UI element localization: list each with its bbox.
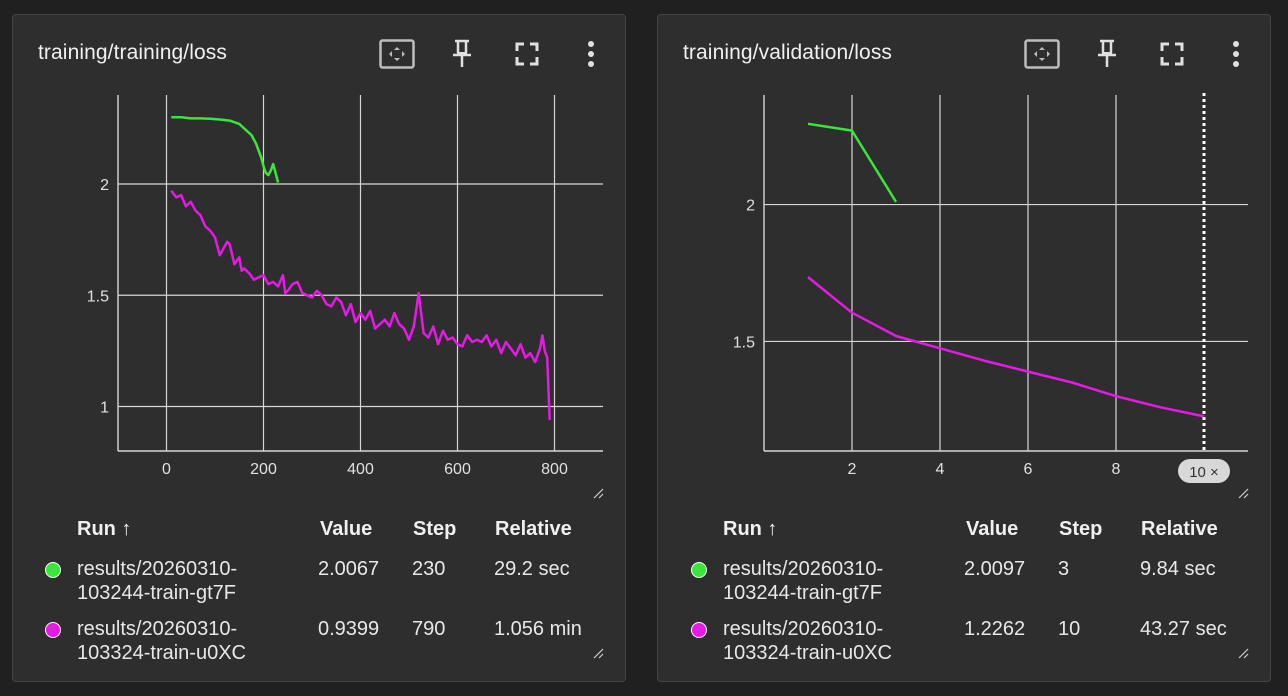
x-tick-label: 8	[1112, 461, 1121, 478]
run-name: results/20260310- 103244-train-gt7F	[77, 557, 297, 605]
run-name-line: results/20260310-	[77, 558, 238, 580]
run-value: 2.0067	[318, 558, 380, 580]
x-tick-label: 400	[347, 461, 374, 478]
fullscreen-icon	[1160, 42, 1184, 66]
fit-domain-button[interactable]	[379, 39, 415, 69]
pin-icon	[1098, 39, 1116, 67]
value-column-header: Value	[320, 518, 373, 540]
value-column-header: Value	[966, 518, 1019, 540]
card-title: training/training/loss	[38, 41, 227, 64]
fullscreen-button[interactable]	[1154, 39, 1190, 69]
cursor-badge	[1178, 459, 1230, 483]
relative-column-header: Relative	[1141, 518, 1218, 540]
run-column-header[interactable]: Run ↑	[77, 518, 132, 540]
series-color-dot	[691, 622, 707, 638]
more-vertical-icon	[588, 41, 594, 67]
run-name-line: 103244-train-gt7F	[77, 582, 236, 604]
pin-button[interactable]	[444, 39, 480, 69]
run-column-header[interactable]: Run ↑	[723, 518, 778, 540]
fullscreen-icon	[515, 42, 539, 66]
more-vertical-icon	[1233, 41, 1239, 67]
run-value: 2.0097	[964, 558, 1026, 580]
series-line	[807, 122, 898, 203]
x-tick-label: 4	[936, 461, 945, 478]
run-relative: 1.056 min	[494, 618, 582, 640]
more-options-button[interactable]	[1218, 39, 1254, 69]
run-step: 10	[1058, 618, 1081, 640]
run-name: results/20260310- 103324-train-u0XC	[723, 617, 943, 665]
resize-handle-icon[interactable]	[1237, 647, 1249, 659]
run-value: 0.9399	[318, 618, 380, 640]
series-line	[807, 276, 1205, 418]
step-column-header: Step	[413, 518, 457, 540]
run-name: results/20260310- 103324-train-u0XC	[77, 617, 297, 665]
fit-domain-icon	[379, 39, 415, 69]
x-tick-label: 0	[162, 461, 171, 478]
series-color-dot	[45, 562, 61, 578]
y-tick-label: 1	[100, 400, 109, 417]
pin-button[interactable]	[1089, 39, 1125, 69]
validation-loss-card: training/validation/loss 2 4 6 8 1.5 2 10 × Ru…	[657, 14, 1271, 682]
fit-domain-button[interactable]	[1024, 39, 1060, 69]
legend-table: Run ↑ Value Step Relative results/202603…	[658, 505, 1272, 675]
run-name-line: results/20260310-	[77, 618, 238, 640]
run-relative: 9.84 sec	[1140, 558, 1216, 580]
x-tick-label: 6	[1024, 461, 1033, 478]
pin-icon	[453, 39, 471, 67]
resize-handle-icon[interactable]	[592, 647, 604, 659]
card-title: training/validation/loss	[683, 41, 893, 64]
y-tick-label: 1.5	[87, 288, 109, 305]
fit-domain-icon	[1024, 39, 1060, 69]
run-step: 790	[412, 618, 446, 640]
series-line	[170, 189, 551, 420]
legend-table: Run ↑ Value Step Relative results/202603…	[13, 505, 627, 675]
run-step: 3	[1058, 558, 1070, 580]
more-options-button[interactable]	[573, 39, 609, 69]
run-step: 230	[412, 558, 446, 580]
cursor-label: 10 ×	[1189, 464, 1219, 481]
run-name-line: results/20260310-	[723, 558, 884, 580]
resize-handle-icon[interactable]	[1237, 487, 1249, 499]
relative-column-header: Relative	[495, 518, 572, 540]
series-line	[171, 116, 280, 183]
validation-loss-chart[interactable]: 2 4 6 8 1.5 2 10 ×	[658, 15, 1272, 505]
run-name-line: 103324-train-u0XC	[77, 642, 246, 664]
resize-handle-icon[interactable]	[592, 487, 604, 499]
y-tick-label: 1.5	[733, 334, 755, 351]
run-name-line: 103244-train-gt7F	[723, 582, 882, 604]
x-tick-label: 600	[444, 461, 471, 478]
x-tick-label: 200	[250, 461, 277, 478]
run-name: results/20260310- 103244-train-gt7F	[723, 557, 943, 605]
run-name-line: results/20260310-	[723, 618, 884, 640]
run-relative: 43.27 sec	[1140, 618, 1227, 640]
series-color-dot	[45, 622, 61, 638]
training-loss-card: training/training/loss 0 200 400 600 800 1 1.5…	[12, 14, 626, 682]
training-loss-chart[interactable]: 0 200 400 600 800 1 1.5 2	[13, 15, 627, 505]
run-relative: 29.2 sec	[494, 558, 570, 580]
fullscreen-button[interactable]	[509, 39, 545, 69]
series-color-dot	[691, 562, 707, 578]
y-tick-label: 2	[746, 198, 755, 215]
x-tick-label: 2	[848, 461, 857, 478]
step-column-header: Step	[1059, 518, 1103, 540]
run-name-line: 103324-train-u0XC	[723, 642, 892, 664]
y-tick-label: 2	[100, 177, 109, 194]
x-tick-label: 800	[541, 461, 568, 478]
run-value: 1.2262	[964, 618, 1026, 640]
